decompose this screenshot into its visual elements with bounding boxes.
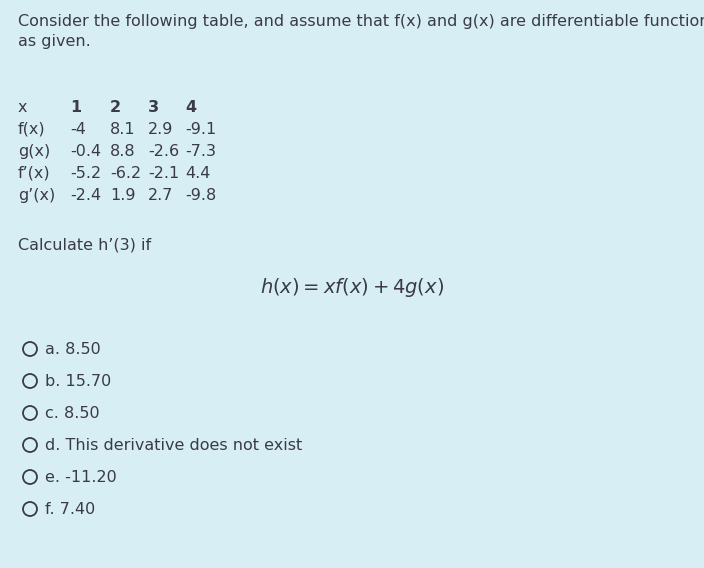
Text: -7.3: -7.3 <box>185 144 216 159</box>
Text: 4: 4 <box>185 100 196 115</box>
Text: f. 7.40: f. 7.40 <box>45 502 95 516</box>
Text: f’(x): f’(x) <box>18 166 51 181</box>
Text: f(x): f(x) <box>18 122 46 137</box>
Text: Consider the following table, and assume that f(x) and g(x) are differentiable f: Consider the following table, and assume… <box>18 14 704 29</box>
Text: Calculate h’(3) if: Calculate h’(3) if <box>18 238 151 253</box>
Text: 8.1: 8.1 <box>110 122 136 137</box>
Text: -2.1: -2.1 <box>148 166 180 181</box>
Text: -4: -4 <box>70 122 86 137</box>
Text: 2.7: 2.7 <box>148 188 173 203</box>
Text: b. 15.70: b. 15.70 <box>45 374 111 389</box>
Text: g’(x): g’(x) <box>18 188 55 203</box>
Text: -2.6: -2.6 <box>148 144 179 159</box>
Text: 2: 2 <box>110 100 121 115</box>
Text: 1: 1 <box>70 100 81 115</box>
Text: -9.8: -9.8 <box>185 188 216 203</box>
Text: e. -11.20: e. -11.20 <box>45 470 117 485</box>
Text: -0.4: -0.4 <box>70 144 101 159</box>
Text: -9.1: -9.1 <box>185 122 216 137</box>
Text: 1.9: 1.9 <box>110 188 135 203</box>
Text: $h(x) = xf(x) + 4g(x)$: $h(x) = xf(x) + 4g(x)$ <box>260 276 444 299</box>
Text: g(x): g(x) <box>18 144 50 159</box>
Text: a. 8.50: a. 8.50 <box>45 341 101 357</box>
Text: 8.8: 8.8 <box>110 144 136 159</box>
Text: c. 8.50: c. 8.50 <box>45 406 100 420</box>
Text: -6.2: -6.2 <box>110 166 141 181</box>
Text: -5.2: -5.2 <box>70 166 101 181</box>
Text: -2.4: -2.4 <box>70 188 101 203</box>
Text: d. This derivative does not exist: d. This derivative does not exist <box>45 437 302 453</box>
Text: as given.: as given. <box>18 34 91 49</box>
Text: 3: 3 <box>148 100 159 115</box>
Text: 4.4: 4.4 <box>185 166 210 181</box>
Text: 2.9: 2.9 <box>148 122 173 137</box>
Text: x: x <box>18 100 27 115</box>
